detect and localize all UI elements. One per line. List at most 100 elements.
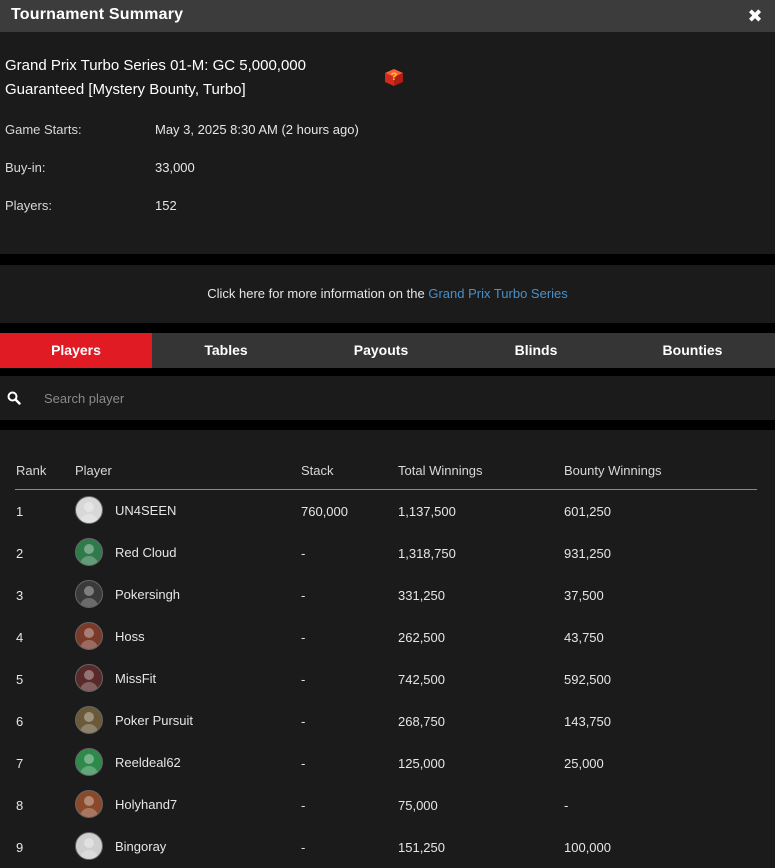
cell-stack: -: [301, 546, 306, 561]
series-info-link[interactable]: Grand Prix Turbo Series: [428, 286, 568, 301]
tab-blinds[interactable]: Blinds: [514, 342, 558, 358]
cell-player: Bingoray: [75, 832, 166, 860]
cell-bounty-winnings: 43,750: [564, 630, 604, 645]
header-player: Player: [75, 463, 112, 478]
cell-bounty-winnings: -: [564, 798, 569, 813]
player-name: MissFit: [115, 670, 157, 686]
tab-bounties[interactable]: Bounties: [662, 342, 723, 358]
table-row[interactable]: 2 Red Cloud - 1,318,750 931,250: [0, 532, 775, 574]
cell-rank: 6: [16, 714, 24, 729]
tab-players[interactable]: Players: [0, 333, 152, 368]
cell-total-winnings: 262,500: [398, 630, 445, 645]
series-info-text: Click here for more information on the: [207, 286, 429, 301]
header-total-winnings: Total Winnings: [398, 463, 483, 478]
player-name: Poker Pursuit: [115, 712, 194, 728]
close-icon: ✖: [747, 6, 763, 26]
cell-player: Red Cloud: [75, 538, 176, 566]
title-bar: Tournament Summary ✖: [0, 0, 775, 32]
avatar: [75, 790, 103, 818]
detail-value: 33,000: [155, 160, 195, 175]
cell-bounty-winnings: 931,250: [564, 546, 611, 561]
cell-bounty-winnings: 25,000: [564, 756, 604, 771]
cell-bounty-winnings: 37,500: [564, 588, 604, 603]
cell-rank: 1: [16, 504, 24, 519]
cell-rank: 2: [16, 546, 24, 561]
cell-total-winnings: 1,137,500: [398, 504, 456, 519]
player-name: Red Cloud: [115, 544, 177, 560]
player-name: Holyhand7: [115, 796, 178, 812]
tab-payouts[interactable]: Payouts: [353, 342, 409, 358]
cell-total-winnings: 1,318,750: [398, 546, 456, 561]
svg-text:?: ?: [391, 71, 398, 83]
table-body: 1 UN4SEEN 760,000 1,137,500 601,250 2 Red Clou…: [0, 490, 775, 868]
table-row[interactable]: 8 Holyhand7 - 75,000 -: [0, 784, 775, 826]
player-name: Reeldeal62: [115, 754, 181, 770]
cell-player: Reeldeal62: [75, 748, 181, 776]
avatar: [75, 706, 103, 734]
cell-total-winnings: 151,250: [398, 840, 445, 855]
avatar: [75, 538, 103, 566]
table-row[interactable]: 9 Bingoray - 151,250 100,000: [0, 826, 775, 868]
player-name: Pokersingh: [115, 586, 181, 602]
table-row[interactable]: 1 UN4SEEN 760,000 1,137,500 601,250: [0, 490, 775, 532]
cell-total-winnings: 125,000: [398, 756, 445, 771]
detail-label: Game Starts:: [5, 122, 82, 137]
detail-value: May 3, 2025 8:30 AM (2 hours ago): [155, 122, 359, 137]
cell-total-winnings: 268,750: [398, 714, 445, 729]
detail-label: Players:: [5, 198, 52, 213]
detail-value: 152: [155, 198, 177, 213]
cell-total-winnings: 75,000: [398, 798, 438, 813]
cell-stack: -: [301, 714, 306, 729]
cell-player: Hoss: [75, 622, 145, 650]
mystery-box-icon: ?: [383, 66, 405, 88]
cell-rank: 4: [16, 630, 24, 645]
header-divider: [15, 489, 757, 490]
header-stack: Stack: [301, 463, 334, 478]
cell-stack: -: [301, 798, 306, 813]
cell-rank: 9: [16, 840, 24, 855]
tournament-info-panel: Grand Prix Turbo Series 01-M: GC 5,000,0…: [0, 32, 775, 254]
cell-player: Holyhand7: [75, 790, 177, 818]
cell-stack: -: [301, 672, 306, 687]
series-info-banner: Click here for more information on the G…: [0, 265, 775, 323]
avatar: [75, 496, 103, 524]
search-bar: [0, 376, 775, 420]
cell-stack: -: [301, 588, 306, 603]
player-name: Bingoray: [115, 838, 167, 854]
cell-bounty-winnings: 601,250: [564, 504, 611, 519]
search-input[interactable]: [36, 384, 752, 412]
avatar: [75, 832, 103, 860]
cell-rank: 7: [16, 756, 24, 771]
cell-total-winnings: 742,500: [398, 672, 445, 687]
avatar: [75, 664, 103, 692]
cell-rank: 3: [16, 588, 24, 603]
cell-player: UN4SEEN: [75, 496, 176, 524]
table-row[interactable]: 7 Reeldeal62 - 125,000 25,000: [0, 742, 775, 784]
header-rank: Rank: [16, 463, 47, 478]
cell-stack: -: [301, 630, 306, 645]
cell-player: MissFit: [75, 664, 156, 692]
table-row[interactable]: 3 Pokersingh - 331,250 37,500: [0, 574, 775, 616]
cell-total-winnings: 331,250: [398, 588, 445, 603]
header-bounty-winnings: Bounty Winnings: [564, 463, 662, 478]
window-title: Tournament Summary: [11, 6, 184, 23]
player-name: UN4SEEN: [115, 502, 177, 518]
cell-bounty-winnings: 592,500: [564, 672, 611, 687]
table-row[interactable]: 6 Poker Pursuit - 268,750 143,750: [0, 700, 775, 742]
tournament-name: Grand Prix Turbo Series 01-M: GC 5,000,0…: [5, 57, 306, 98]
cell-stack: 760,000: [301, 504, 348, 519]
detail-label: Buy-in:: [5, 160, 46, 175]
avatar: [75, 580, 103, 608]
table-row[interactable]: 4 Hoss - 262,500 43,750: [0, 616, 775, 658]
close-button[interactable]: ✖: [745, 6, 765, 26]
table-header: Rank Player Stack Total Winnings Bounty …: [0, 430, 775, 490]
search-icon: [7, 391, 21, 405]
table-row[interactable]: 5 MissFit - 742,500 592,500: [0, 658, 775, 700]
tab-bar: Players Tables Payouts Blinds Bounties: [0, 333, 775, 368]
tab-tables[interactable]: Tables: [204, 342, 248, 358]
cell-rank: 5: [16, 672, 24, 687]
cell-bounty-winnings: 100,000: [564, 840, 611, 855]
cell-bounty-winnings: 143,750: [564, 714, 611, 729]
player-name: Hoss: [115, 628, 145, 644]
